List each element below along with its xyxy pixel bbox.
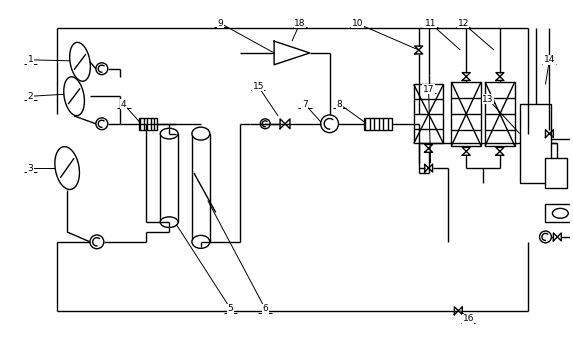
Text: 4: 4 (121, 99, 127, 109)
Text: 15: 15 (253, 82, 264, 91)
Ellipse shape (55, 147, 80, 189)
Ellipse shape (70, 42, 91, 81)
Text: 16: 16 (462, 314, 474, 323)
Text: 10: 10 (352, 19, 363, 28)
Circle shape (90, 235, 104, 249)
Circle shape (96, 118, 108, 130)
Circle shape (96, 63, 108, 74)
Ellipse shape (160, 128, 178, 139)
Ellipse shape (192, 235, 210, 248)
Text: 9: 9 (218, 19, 223, 28)
Ellipse shape (64, 77, 84, 116)
Text: 6: 6 (262, 304, 268, 313)
Circle shape (260, 119, 270, 129)
Bar (545, 158, 567, 188)
Text: 18: 18 (294, 19, 305, 28)
Bar (139, 118, 157, 130)
Bar (452, 82, 481, 146)
Text: 11: 11 (425, 19, 436, 28)
Circle shape (540, 231, 551, 243)
Text: 1: 1 (28, 55, 33, 64)
Text: 13: 13 (482, 95, 494, 104)
Bar (192, 134, 210, 242)
Text: 7: 7 (302, 99, 308, 109)
Bar (364, 118, 392, 130)
Text: 17: 17 (423, 85, 434, 94)
Ellipse shape (160, 217, 178, 227)
Text: 14: 14 (544, 55, 555, 64)
Bar (545, 204, 573, 222)
Text: 12: 12 (458, 19, 469, 28)
Ellipse shape (552, 209, 568, 218)
Text: 2: 2 (28, 92, 33, 101)
Text: 3: 3 (28, 164, 33, 173)
Bar (485, 82, 515, 146)
Circle shape (321, 115, 339, 133)
Text: 5: 5 (227, 304, 233, 313)
Bar (414, 84, 444, 143)
Bar (160, 134, 178, 222)
Text: 8: 8 (336, 99, 342, 109)
Bar (520, 104, 551, 183)
Ellipse shape (192, 127, 210, 140)
